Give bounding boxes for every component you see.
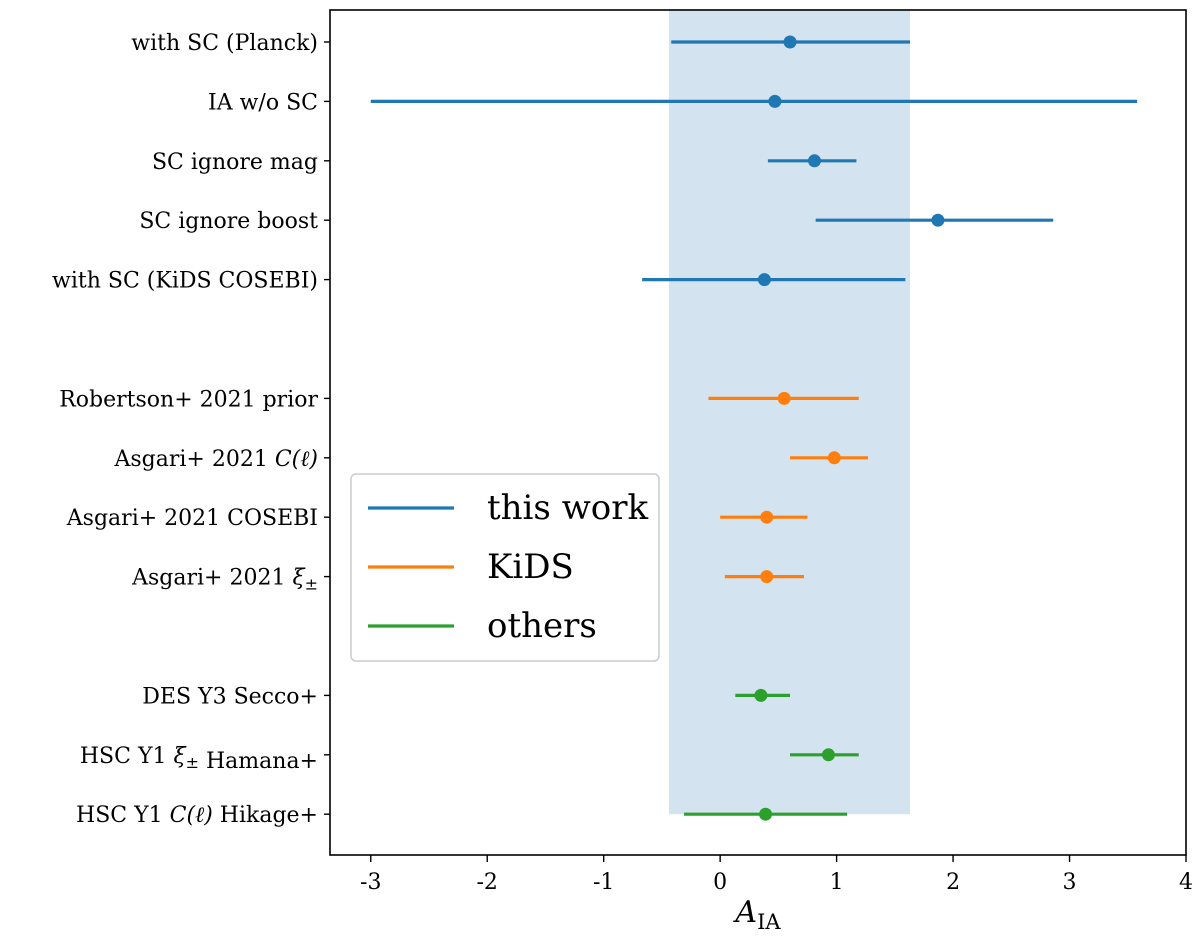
legend-label: others — [487, 606, 597, 646]
x-axis-label: AIA — [732, 895, 781, 934]
x-tick-label: 3 — [1063, 870, 1077, 895]
x-axis-label-subscript: IA — [757, 910, 781, 934]
y-tick-label: DES Y3 Secco+ — [142, 684, 318, 709]
x-tick-label: 2 — [946, 870, 960, 895]
x-tick-label: -3 — [360, 870, 381, 895]
y-tick-label: SC ignore mag — [152, 150, 318, 175]
y-tick-label: HSC Y1 C(ℓ) Hikage+ — [76, 803, 318, 828]
legend: this work KiDS others — [350, 473, 660, 662]
data-point — [768, 94, 782, 108]
x-tick-label: 1 — [830, 870, 844, 895]
point-markers — [754, 35, 945, 821]
x-tick-label: 4 — [1179, 870, 1193, 895]
data-point — [783, 35, 797, 49]
data-point — [931, 213, 945, 227]
x-tick-label: -2 — [477, 870, 498, 895]
legend-label: this work — [487, 488, 649, 528]
data-point — [757, 273, 771, 287]
data-point — [807, 154, 821, 168]
x-tick-label: 0 — [713, 870, 727, 895]
data-point — [759, 807, 773, 821]
x-axis-label-main: A — [732, 895, 757, 930]
y-tick-label: IA w/o SC — [208, 90, 318, 115]
y-tick-label: with SC (KiDS COSEBI) — [52, 269, 318, 294]
y-tick-label: Robertson+ 2021 prior — [59, 387, 318, 412]
data-point — [777, 391, 791, 405]
x-axis: -3 -2 -1 0 1 2 3 4 — [360, 855, 1193, 895]
x-tick-label: -1 — [593, 870, 614, 895]
y-tick-label: HSC Y1 ξ± Hamana+ — [80, 744, 318, 774]
data-point — [754, 688, 768, 702]
legend-label: KiDS — [487, 547, 574, 587]
legend-box — [350, 473, 660, 662]
plot-frame — [329, 9, 1187, 856]
data-point — [760, 570, 774, 584]
data-point — [827, 451, 841, 465]
y-tick-label: Asgari+ 2021 COSEBI — [66, 506, 318, 531]
y-tick-label: Asgari+ 2021 C(ℓ) — [113, 447, 318, 472]
y-tick-label: SC ignore boost — [139, 209, 318, 234]
highlight-band — [668, 10, 910, 815]
data-point — [760, 510, 774, 524]
y-tick-label: with SC (Planck) — [131, 31, 318, 56]
y-tick-label: Asgari+ 2021 ξ± — [131, 566, 318, 594]
data-point — [821, 748, 835, 762]
y-axis-labels: with SC (Planck) IA w/o SC SC ignore mag SC… — [52, 31, 330, 828]
